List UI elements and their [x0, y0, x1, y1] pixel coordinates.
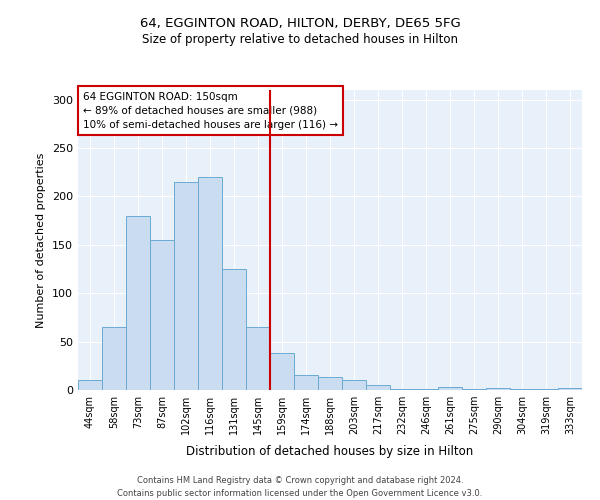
Bar: [534, 389, 558, 390]
Bar: [558, 388, 582, 390]
Bar: [510, 389, 534, 390]
Bar: [318, 378, 342, 390]
Bar: [438, 387, 462, 390]
Bar: [198, 177, 222, 390]
Bar: [270, 353, 294, 390]
Text: 64, EGGINTON ROAD, HILTON, DERBY, DE65 5FG: 64, EGGINTON ROAD, HILTON, DERBY, DE65 5…: [140, 18, 460, 30]
Bar: [78, 380, 102, 390]
Bar: [126, 216, 150, 390]
Bar: [150, 240, 174, 390]
Bar: [246, 327, 270, 390]
Text: 64 EGGINTON ROAD: 150sqm
← 89% of detached houses are smaller (988)
10% of semi-: 64 EGGINTON ROAD: 150sqm ← 89% of detach…: [83, 92, 338, 130]
Bar: [462, 389, 486, 390]
Text: Contains HM Land Registry data © Crown copyright and database right 2024.
Contai: Contains HM Land Registry data © Crown c…: [118, 476, 482, 498]
X-axis label: Distribution of detached houses by size in Hilton: Distribution of detached houses by size …: [187, 446, 473, 458]
Bar: [414, 389, 438, 390]
Bar: [102, 327, 126, 390]
Bar: [366, 385, 390, 390]
Y-axis label: Number of detached properties: Number of detached properties: [37, 152, 46, 328]
Bar: [222, 269, 246, 390]
Bar: [486, 388, 510, 390]
Bar: [390, 389, 414, 390]
Bar: [174, 182, 198, 390]
Bar: [294, 376, 318, 390]
Bar: [342, 380, 366, 390]
Text: Size of property relative to detached houses in Hilton: Size of property relative to detached ho…: [142, 32, 458, 46]
